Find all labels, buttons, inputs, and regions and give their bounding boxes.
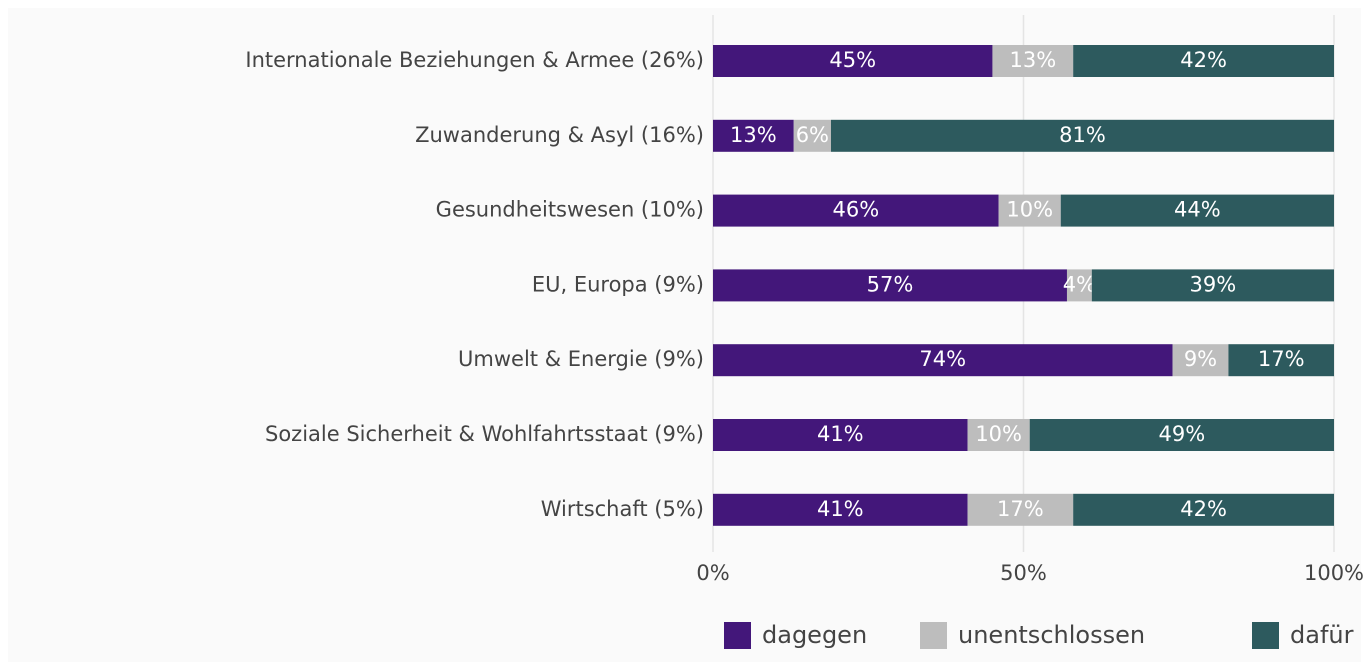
data-label: 42% bbox=[1180, 48, 1227, 72]
bar-segment bbox=[713, 119, 794, 152]
bar-segment bbox=[1073, 45, 1334, 77]
data-label: 13% bbox=[730, 123, 777, 147]
data-label: 39% bbox=[1190, 272, 1237, 296]
legend-label: dagegen bbox=[762, 621, 867, 649]
category-label: Internationale Beziehungen & Armee (26%) bbox=[245, 48, 704, 72]
data-label: 41% bbox=[817, 497, 864, 521]
data-label: 41% bbox=[817, 422, 864, 446]
bar-segment bbox=[967, 419, 1030, 451]
data-label: 10% bbox=[1006, 198, 1053, 222]
category-label: Soziale Sicherheit & Wohlfahrtsstaat (9%… bbox=[265, 422, 704, 446]
category-label: Zuwanderung & Asyl (16%) bbox=[415, 123, 704, 147]
data-label: 46% bbox=[832, 198, 879, 222]
data-label: 45% bbox=[829, 48, 876, 72]
bar-segment bbox=[992, 45, 1074, 77]
bar-segment bbox=[1228, 344, 1334, 377]
bar-segment bbox=[1066, 269, 1092, 302]
x-tick-label: 0% bbox=[696, 561, 729, 585]
bar-segment bbox=[713, 419, 968, 451]
bar-segment bbox=[713, 493, 968, 526]
bar-segment bbox=[1073, 493, 1334, 526]
background bbox=[8, 8, 1361, 662]
data-label: 74% bbox=[919, 347, 966, 371]
data-label: 57% bbox=[867, 272, 914, 296]
bar-segment bbox=[1060, 194, 1334, 227]
legend-swatch bbox=[1252, 622, 1279, 649]
data-label: 81% bbox=[1059, 123, 1106, 147]
bar-segment bbox=[713, 194, 999, 227]
data-label: 44% bbox=[1174, 198, 1221, 222]
bar-segment bbox=[713, 269, 1067, 302]
legend-label: unentschlossen bbox=[958, 621, 1145, 649]
x-tick-label: 50% bbox=[1000, 561, 1047, 585]
data-label: 9% bbox=[1184, 347, 1217, 371]
x-tick-label: 100% bbox=[1304, 561, 1364, 585]
bar-segment bbox=[713, 344, 1173, 377]
legend-swatch bbox=[724, 622, 751, 649]
data-label: 17% bbox=[997, 497, 1044, 521]
data-label: 13% bbox=[1009, 48, 1056, 72]
bar-segment bbox=[830, 119, 1334, 152]
bar-segment bbox=[967, 493, 1074, 526]
category-label: Wirtschaft (5%) bbox=[541, 497, 704, 521]
legend-label: dafür bbox=[1290, 621, 1354, 649]
bar-segment bbox=[793, 119, 831, 152]
data-label: 49% bbox=[1159, 422, 1206, 446]
bar-segment bbox=[1091, 269, 1334, 302]
category-label: Gesundheitswesen (10%) bbox=[436, 198, 704, 222]
bar-segment bbox=[713, 45, 993, 77]
data-label: 6% bbox=[796, 123, 829, 147]
data-label: 17% bbox=[1258, 347, 1305, 371]
bar-segment bbox=[1029, 419, 1334, 451]
bar-segment bbox=[998, 194, 1061, 227]
data-label: 42% bbox=[1180, 497, 1227, 521]
data-label: 10% bbox=[975, 422, 1022, 446]
bar-segment bbox=[1172, 344, 1229, 377]
data-label: 4% bbox=[1063, 272, 1096, 296]
category-label: EU, Europa (9%) bbox=[532, 272, 704, 296]
category-label: Umwelt & Energie (9%) bbox=[458, 347, 704, 371]
legend-swatch bbox=[920, 622, 947, 649]
